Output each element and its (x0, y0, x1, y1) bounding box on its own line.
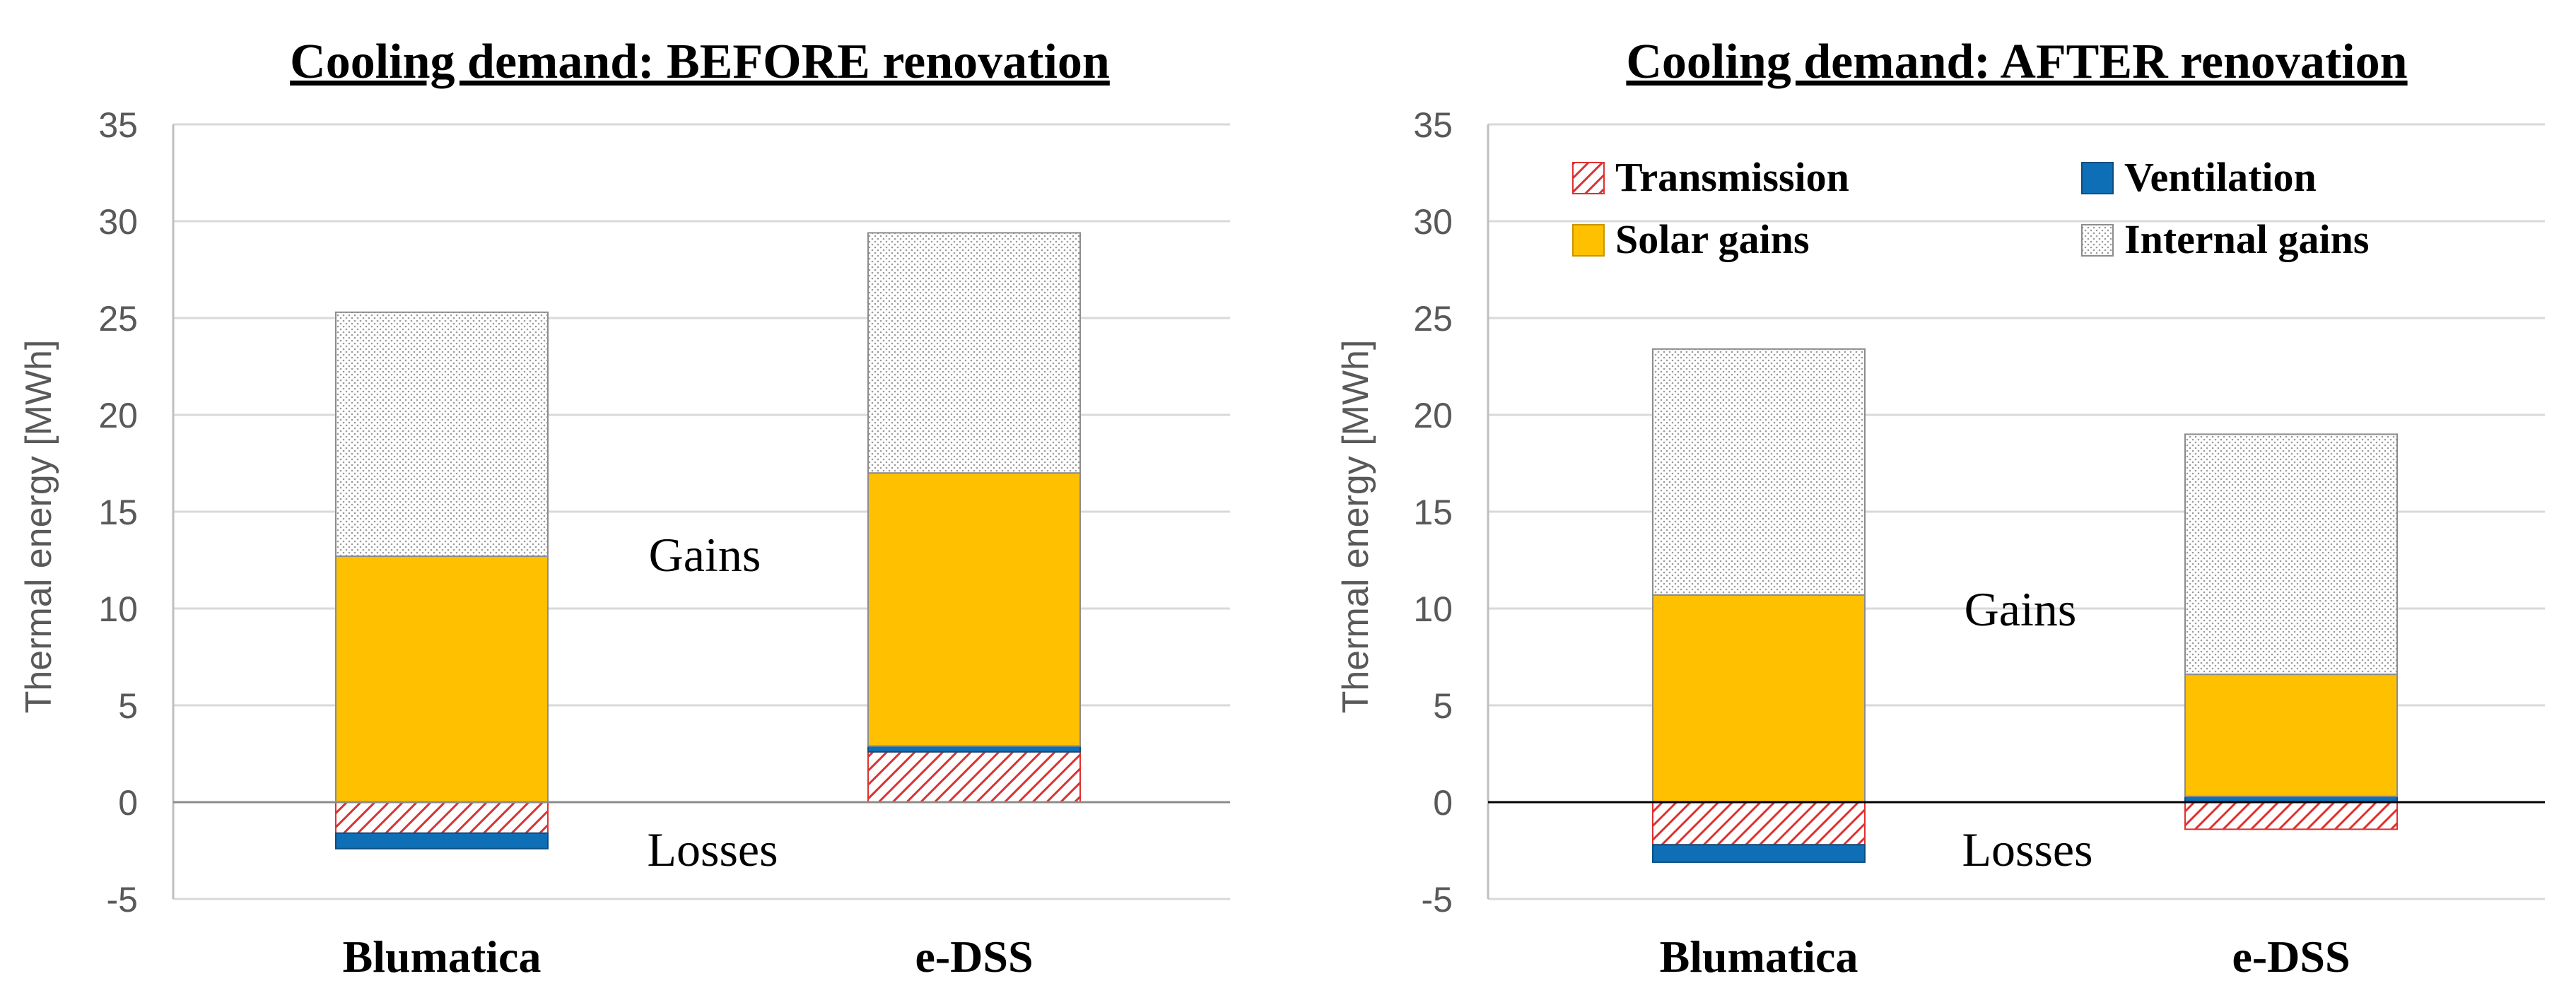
bar-solar-e-dss (867, 472, 1081, 747)
legend-label-transmission: Transmission (1615, 154, 1849, 200)
y-tick-label: 25 (98, 299, 138, 339)
bar-transmission-blumatica (335, 801, 549, 834)
chart-before-renovation: Cooling demand: BEFORE renovation Therma… (18, 35, 1230, 982)
bar-internal-e-dss (867, 232, 1081, 474)
bar-internal-blumatica (1652, 348, 1866, 596)
legend-swatch-transmission (1572, 162, 1605, 194)
bars (1652, 348, 2398, 863)
category-label-blumatica: Blumatica (1660, 931, 1858, 982)
y-tick-label: 10 (98, 589, 138, 629)
y-tick-label: 30 (1413, 202, 1453, 242)
category-label-edss: e-DSS (2232, 931, 2350, 982)
bars (335, 232, 1081, 850)
chart-title-before: Cooling demand: BEFORE renovation (290, 35, 1110, 89)
legend-swatch-internal (2081, 224, 2114, 257)
legend: Transmission Ventilation Solar gains Int… (1572, 154, 2369, 262)
legend-item-ventilation: Ventilation (2081, 154, 2317, 200)
y-tick-label: 20 (1413, 396, 1453, 435)
category-label-blumatica: Blumatica (343, 931, 541, 982)
legend-label-ventilation: Ventilation (2124, 154, 2317, 200)
y-tick-label: 15 (1413, 493, 1453, 532)
y-ticks-after: -5 0 5 10 15 20 25 30 35 (1413, 105, 1453, 919)
y-tick-label: -5 (1422, 880, 1453, 919)
bar-solar-blumatica (1652, 594, 1866, 803)
bar-internal-e-dss (2184, 433, 2398, 676)
y-axis-label-before: Thermal energy [MWh] (18, 340, 59, 714)
legend-swatch-ventilation (2081, 162, 2114, 194)
bar-internal-blumatica (335, 311, 549, 558)
bar-solar-e-dss (2184, 674, 2398, 797)
y-axis-label-after: Thermal energy [MWh] (1335, 340, 1376, 714)
bar-transmission-e-dss (867, 751, 1081, 804)
chart-title-after: Cooling demand: AFTER renovation (1626, 35, 2407, 89)
bar-solar-blumatica (335, 556, 549, 804)
y-tick-label: 5 (118, 686, 138, 726)
bar-transmission-blumatica (1652, 801, 1866, 846)
legend-item-solar: Solar gains (1572, 216, 1810, 262)
gains-annotation: Gains (649, 528, 761, 582)
category-label-edss: e-DSS (915, 931, 1033, 982)
y-tick-label: 15 (98, 493, 138, 532)
y-tick-label: 0 (1433, 783, 1453, 823)
y-tick-label: 35 (98, 105, 138, 145)
bar-ventilation-e-dss (867, 745, 1081, 753)
gains-annotation: Gains (1965, 582, 2077, 636)
losses-annotation: Losses (1962, 823, 2092, 876)
y-tick-label: 30 (98, 202, 138, 242)
y-ticks-before: -5 0 5 10 15 20 25 30 35 (98, 105, 138, 919)
y-tick-label: -5 (107, 880, 138, 919)
legend-swatch-solar (1572, 224, 1605, 257)
y-tick-label: 35 (1413, 105, 1453, 145)
chart-after-renovation: Cooling demand: AFTER renovation Thermal… (1335, 35, 2545, 982)
bar-transmission-e-dss (2184, 801, 2398, 830)
bar-ventilation-blumatica (1652, 844, 1866, 863)
y-tick-label: 25 (1413, 299, 1453, 339)
legend-item-internal: Internal gains (2081, 216, 2369, 262)
losses-annotation: Losses (647, 823, 778, 876)
y-tick-label: 20 (98, 396, 138, 435)
y-tick-label: 0 (118, 783, 138, 823)
y-tick-label: 5 (1433, 686, 1453, 726)
bar-ventilation-blumatica (335, 832, 549, 850)
legend-item-transmission: Transmission (1572, 154, 1849, 200)
y-tick-label: 10 (1413, 589, 1453, 629)
legend-label-solar: Solar gains (1615, 216, 1810, 262)
legend-label-internal: Internal gains (2124, 216, 2369, 262)
